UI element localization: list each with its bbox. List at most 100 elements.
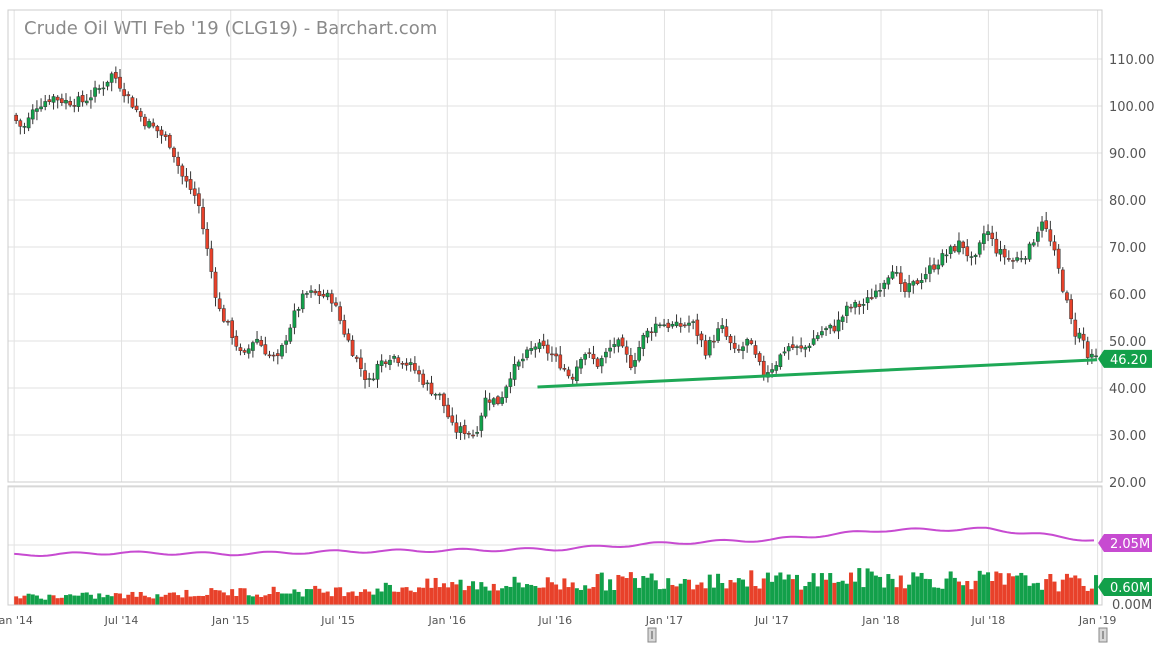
volume-bar [699, 582, 704, 605]
candle-body [969, 256, 974, 258]
volume-bar [645, 577, 650, 605]
volume-bar [894, 587, 899, 605]
candle-body [1040, 221, 1044, 231]
candle-body [512, 364, 517, 380]
volume-bar [412, 592, 417, 605]
candle-body [545, 344, 550, 354]
candle-body [857, 303, 862, 307]
volume-bar [14, 596, 19, 605]
candle-body [782, 351, 787, 354]
candle-body [313, 290, 318, 294]
volume-bar [346, 592, 351, 605]
volume-bar [1060, 579, 1065, 605]
volume-bar [188, 596, 193, 605]
candle-body [695, 319, 700, 336]
scroll-handles[interactable] [647, 627, 1108, 643]
volume-bar [446, 587, 451, 605]
candle-body [284, 340, 288, 345]
price-tick-label: 30.00 [1109, 429, 1146, 444]
volume-bar [101, 597, 106, 605]
volume-bar [1064, 573, 1069, 605]
candle-body [932, 264, 936, 270]
candle-body [903, 282, 907, 292]
candle-body [595, 358, 600, 367]
volume-bar [923, 578, 928, 605]
volume-bar [915, 576, 920, 605]
candle-body [886, 277, 891, 285]
volume-bar [63, 595, 68, 605]
candle-body [329, 293, 334, 304]
volume-bar [329, 596, 334, 605]
x-tick-label: Jan '14 [0, 614, 33, 627]
volume-bar [421, 587, 426, 605]
candle-body [359, 357, 363, 369]
volume-bar [126, 594, 131, 605]
volume-bar [541, 587, 546, 605]
candle-body [990, 232, 995, 239]
volume-bar [861, 587, 866, 605]
volume-bar [815, 586, 820, 605]
candle-body [151, 122, 156, 127]
candle-body [197, 193, 201, 207]
candle-body [496, 396, 500, 405]
candle-body [292, 310, 297, 328]
volume-bar [350, 591, 355, 605]
candle-body [230, 320, 234, 338]
candle-body [76, 96, 81, 107]
volume-bar [583, 585, 588, 605]
candle-body [878, 290, 882, 292]
volume-bar [799, 589, 804, 605]
volume-bar [977, 570, 982, 605]
volume-bar [259, 596, 264, 605]
candle-body [741, 346, 745, 351]
candle-body [645, 330, 650, 338]
volume-bar [495, 590, 500, 605]
volume-bar [740, 579, 745, 605]
candle-body [504, 386, 509, 398]
candle-body [180, 165, 185, 177]
volume-bar [981, 574, 986, 605]
candle-body [882, 282, 887, 289]
candle-body [1060, 269, 1065, 292]
candle-body [300, 293, 305, 310]
volume-bar [1085, 590, 1090, 605]
trendline[interactable] [537, 358, 1098, 389]
volume-bar [940, 588, 945, 605]
candle-body [844, 305, 849, 316]
candle-body [832, 325, 837, 332]
volume-bar [117, 593, 122, 605]
volume-zero-tick: 0.00M [1112, 598, 1152, 613]
candle-body [678, 323, 683, 327]
candle-body [666, 322, 671, 328]
candle-body [159, 129, 164, 136]
candle-body [242, 350, 247, 353]
volume-bar [142, 595, 147, 605]
volume-bar [1010, 576, 1015, 605]
volume-bar [549, 582, 554, 605]
candle-body [624, 346, 629, 355]
volume-bar [1006, 573, 1011, 605]
candle-body [172, 147, 176, 157]
volume-bar [275, 592, 280, 605]
volume-bar [309, 589, 314, 605]
candle-body [226, 320, 230, 323]
volume-bar [570, 582, 575, 605]
candle-body [184, 175, 189, 182]
volume-bar [824, 579, 829, 605]
candle-body [641, 334, 646, 349]
volume-bar [1077, 578, 1082, 605]
volume-bar [375, 588, 380, 605]
candle-body [22, 126, 27, 128]
candle-body [670, 323, 675, 327]
volume-bar [986, 572, 991, 605]
volume-bar [745, 586, 750, 605]
volume-bar [68, 594, 73, 605]
volume-bar [969, 589, 974, 605]
volume-bar [122, 598, 127, 605]
candle-body [786, 346, 791, 352]
candle-body [828, 324, 833, 329]
volume-bar [39, 598, 44, 605]
candle-body [554, 353, 558, 357]
candle-body [770, 369, 774, 373]
